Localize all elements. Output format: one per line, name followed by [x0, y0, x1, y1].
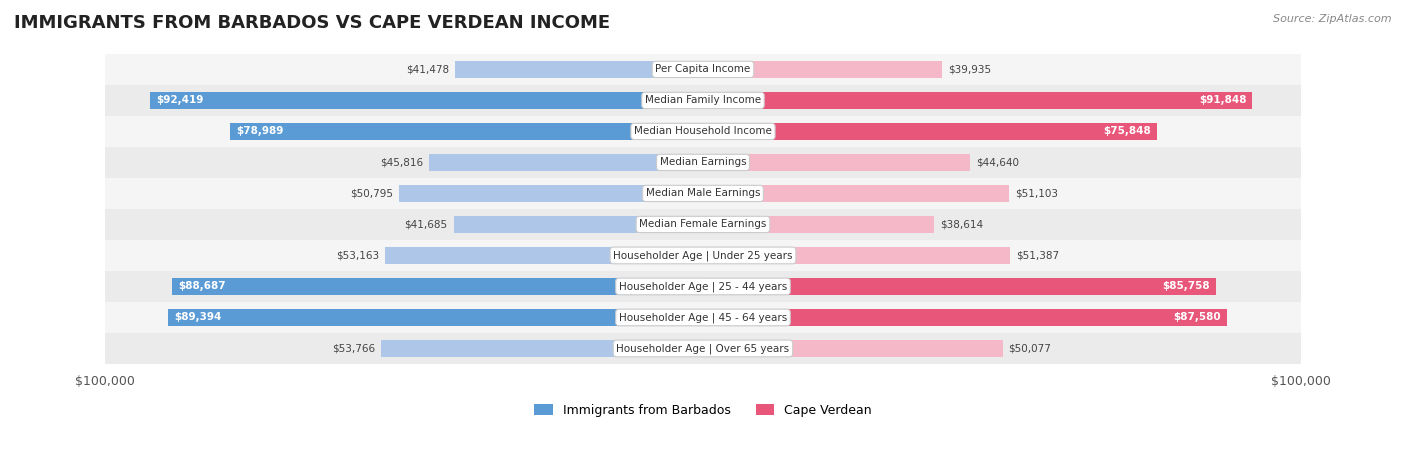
Text: $85,758: $85,758 [1163, 282, 1211, 291]
Bar [454, 216, 703, 233]
Bar [703, 123, 1157, 140]
Bar [104, 116, 1302, 147]
Text: $53,766: $53,766 [332, 343, 375, 354]
Text: $92,419: $92,419 [156, 95, 204, 106]
Bar [104, 54, 1302, 85]
Bar [703, 154, 970, 171]
Text: $75,848: $75,848 [1104, 127, 1150, 136]
Text: Householder Age | 45 - 64 years: Householder Age | 45 - 64 years [619, 312, 787, 323]
Text: $44,640: $44,640 [976, 157, 1019, 168]
Text: $51,103: $51,103 [1015, 188, 1057, 198]
Bar [703, 340, 1002, 357]
Bar [703, 278, 1216, 295]
Bar [381, 340, 703, 357]
Bar [456, 61, 703, 78]
Bar [104, 333, 1302, 364]
Text: Householder Age | 25 - 44 years: Householder Age | 25 - 44 years [619, 281, 787, 292]
Bar [703, 309, 1227, 326]
Bar [703, 92, 1253, 109]
Text: Median Household Income: Median Household Income [634, 127, 772, 136]
Bar [703, 216, 934, 233]
Bar [104, 302, 1302, 333]
Bar [150, 92, 703, 109]
Bar [399, 185, 703, 202]
Text: $38,614: $38,614 [941, 219, 983, 229]
Legend: Immigrants from Barbados, Cape Verdean: Immigrants from Barbados, Cape Verdean [529, 399, 877, 422]
Text: Median Earnings: Median Earnings [659, 157, 747, 168]
Bar [385, 247, 703, 264]
Bar [104, 85, 1302, 116]
Text: $53,163: $53,163 [336, 250, 380, 261]
Bar [104, 271, 1302, 302]
Bar [703, 247, 1011, 264]
Text: Householder Age | Under 25 years: Householder Age | Under 25 years [613, 250, 793, 261]
Bar [104, 240, 1302, 271]
Text: $39,935: $39,935 [948, 64, 991, 74]
Bar [104, 147, 1302, 178]
Bar [703, 185, 1008, 202]
Bar [173, 278, 703, 295]
Bar [104, 209, 1302, 240]
Bar [703, 61, 942, 78]
Bar [231, 123, 703, 140]
Text: Householder Age | Over 65 years: Householder Age | Over 65 years [616, 343, 790, 354]
Text: $89,394: $89,394 [174, 312, 222, 322]
Text: Per Capita Income: Per Capita Income [655, 64, 751, 74]
Text: $45,816: $45,816 [380, 157, 423, 168]
Text: $41,478: $41,478 [406, 64, 449, 74]
Text: $51,387: $51,387 [1017, 250, 1060, 261]
Bar [104, 178, 1302, 209]
Text: $87,580: $87,580 [1174, 312, 1220, 322]
Text: $88,687: $88,687 [179, 282, 226, 291]
Text: Median Family Income: Median Family Income [645, 95, 761, 106]
Text: IMMIGRANTS FROM BARBADOS VS CAPE VERDEAN INCOME: IMMIGRANTS FROM BARBADOS VS CAPE VERDEAN… [14, 14, 610, 32]
Text: Source: ZipAtlas.com: Source: ZipAtlas.com [1274, 14, 1392, 24]
Bar [169, 309, 703, 326]
Text: Median Female Earnings: Median Female Earnings [640, 219, 766, 229]
Text: $50,795: $50,795 [350, 188, 394, 198]
Bar [429, 154, 703, 171]
Text: $91,848: $91,848 [1199, 95, 1247, 106]
Text: Median Male Earnings: Median Male Earnings [645, 188, 761, 198]
Text: $78,989: $78,989 [236, 127, 284, 136]
Text: $41,685: $41,685 [405, 219, 447, 229]
Text: $50,077: $50,077 [1008, 343, 1052, 354]
